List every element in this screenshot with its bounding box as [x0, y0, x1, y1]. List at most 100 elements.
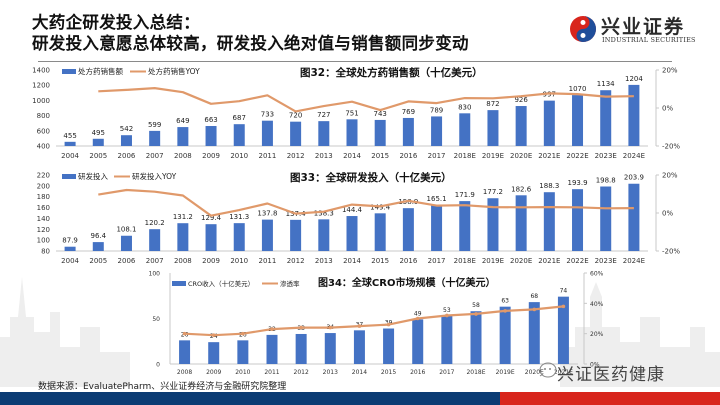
bar-value-label: 542 — [120, 125, 133, 133]
line-point — [415, 316, 420, 321]
bar-value-label: 188.3 — [539, 182, 559, 190]
x-tick-label: 2023E — [595, 152, 617, 160]
bar-value-label: 165.1 — [427, 195, 447, 203]
x-tick-label: 2017 — [439, 369, 454, 376]
bar-value-label: 926 — [514, 96, 528, 104]
bar-2012 — [295, 333, 307, 364]
bar-value-label: 495 — [92, 129, 105, 137]
legend-bar-label: CRO收入（十亿美元） — [188, 279, 254, 288]
bar-value-label: 599 — [148, 121, 161, 129]
bar-2019E — [487, 198, 499, 251]
bar-value-label: 137.8 — [257, 210, 277, 218]
bar-value-label: 649 — [176, 117, 189, 125]
y-tick-label: 180 — [37, 193, 50, 201]
bar-2005 — [92, 138, 104, 146]
x-tick-label: 2004 — [61, 257, 79, 265]
legend-line-label: 渗透率 — [280, 279, 300, 288]
title-line-2: 研发投入意愿总体较高，研发投入绝对值与销售额同步变动 — [32, 34, 469, 53]
bar-value-label: 53 — [443, 307, 451, 314]
bar-value-label: 687 — [233, 114, 246, 122]
chart-title: 图34：全球CRO市场规模（十亿美元） — [318, 276, 495, 289]
y2-tick-label: -20% — [662, 248, 680, 256]
bar-value-label: 198.8 — [596, 177, 616, 185]
x-tick-label: 2006 — [118, 257, 136, 265]
bar-value-label: 87.9 — [62, 237, 78, 245]
line-point — [357, 324, 362, 328]
bar-2023E — [600, 90, 612, 146]
legend-bar-swatch — [172, 281, 186, 286]
x-tick-label: 2024E — [623, 257, 645, 265]
bar-value-label: 158.9 — [398, 198, 418, 206]
bar-2010 — [233, 124, 245, 146]
y-tick-label: 140 — [37, 215, 50, 223]
y-tick-label: 400 — [37, 143, 50, 151]
x-tick-label: 2011 — [259, 257, 277, 265]
line-point — [503, 309, 507, 313]
y-tick-label: 100 — [37, 237, 50, 245]
line-yoy — [98, 188, 634, 217]
bar-2008 — [177, 127, 189, 146]
bar-2009 — [205, 224, 217, 251]
legend-line-label: 处方药销售YOY — [148, 66, 200, 76]
bar-value-label: 727 — [317, 111, 330, 119]
y2-tick-label: 20% — [662, 67, 678, 75]
bar-2019E — [499, 306, 511, 364]
x-tick-label: 2019E — [482, 152, 504, 160]
x-tick-label: 2015 — [371, 257, 389, 265]
x-tick-label: 2016 — [399, 257, 417, 265]
x-tick-label: 2009 — [202, 152, 220, 160]
y2-tick-label: 0% — [590, 362, 600, 369]
x-tick-label: 2009 — [202, 257, 220, 265]
bar-2007 — [149, 130, 161, 146]
bar-2013 — [318, 121, 330, 146]
x-tick-label: 2020E — [510, 152, 532, 160]
line-point — [211, 333, 216, 337]
bar-value-label: 455 — [63, 132, 76, 140]
bar-2010 — [233, 223, 245, 251]
x-tick-label: 2013 — [315, 152, 333, 160]
bar-value-label: 120.2 — [145, 219, 165, 227]
x-tick-label: 2020E — [510, 257, 532, 265]
bar-value-label: 1070 — [569, 85, 587, 93]
bar-2020E — [528, 302, 540, 364]
bar-value-label: 129.4 — [201, 214, 222, 222]
x-tick-label: 2007 — [146, 152, 164, 160]
y-tick-label: 0 — [156, 362, 160, 369]
bar-value-label: 872 — [486, 100, 499, 108]
x-tick-label: 2017 — [428, 152, 446, 160]
legend-bar-swatch — [62, 174, 76, 179]
bar-value-label: 68 — [530, 293, 538, 300]
bar-value-label: 743 — [374, 110, 387, 118]
bar-value-label: 171.9 — [455, 191, 475, 199]
x-tick-label: 2020E — [525, 369, 544, 376]
y2-tick-label: 0% — [662, 210, 673, 218]
skyline-background — [0, 277, 720, 387]
bar-2006 — [120, 135, 132, 146]
bar-value-label: 138.3 — [314, 209, 334, 217]
bar-value-label: 733 — [261, 111, 274, 119]
x-tick-label: 2010 — [230, 152, 248, 160]
x-tick-label: 2013 — [315, 257, 333, 265]
bar-value-label: 182.6 — [511, 185, 532, 193]
chart-32-svg: 1400 1200 1000 800 600 400 20% 0% -20% 455 2004 495… — [32, 66, 680, 160]
x-tick-label: 2006 — [118, 152, 136, 160]
bar-value-label: 1134 — [597, 80, 615, 88]
bar-2022E — [572, 189, 584, 251]
line-point — [328, 325, 333, 330]
bar-value-label: 1204 — [625, 75, 643, 83]
x-tick-label: 2008 — [174, 257, 192, 265]
line-point — [299, 325, 303, 330]
x-tick-label: 2009 — [206, 369, 221, 376]
bar-2009 — [205, 126, 217, 146]
bar-value-label: 997 — [543, 91, 556, 99]
x-tick-label: 2018E — [466, 369, 485, 376]
bar-2011 — [266, 334, 278, 364]
x-tick-label: 2022E — [566, 152, 588, 160]
y-tick-label: 160 — [37, 204, 50, 212]
bar-value-label: 789 — [430, 106, 443, 114]
bar-2010 — [237, 340, 249, 364]
bar-2024E — [628, 84, 640, 146]
x-tick-label: 2013 — [323, 369, 338, 376]
y-tick-label: 800 — [37, 112, 50, 120]
legend-bar-swatch — [62, 69, 76, 74]
